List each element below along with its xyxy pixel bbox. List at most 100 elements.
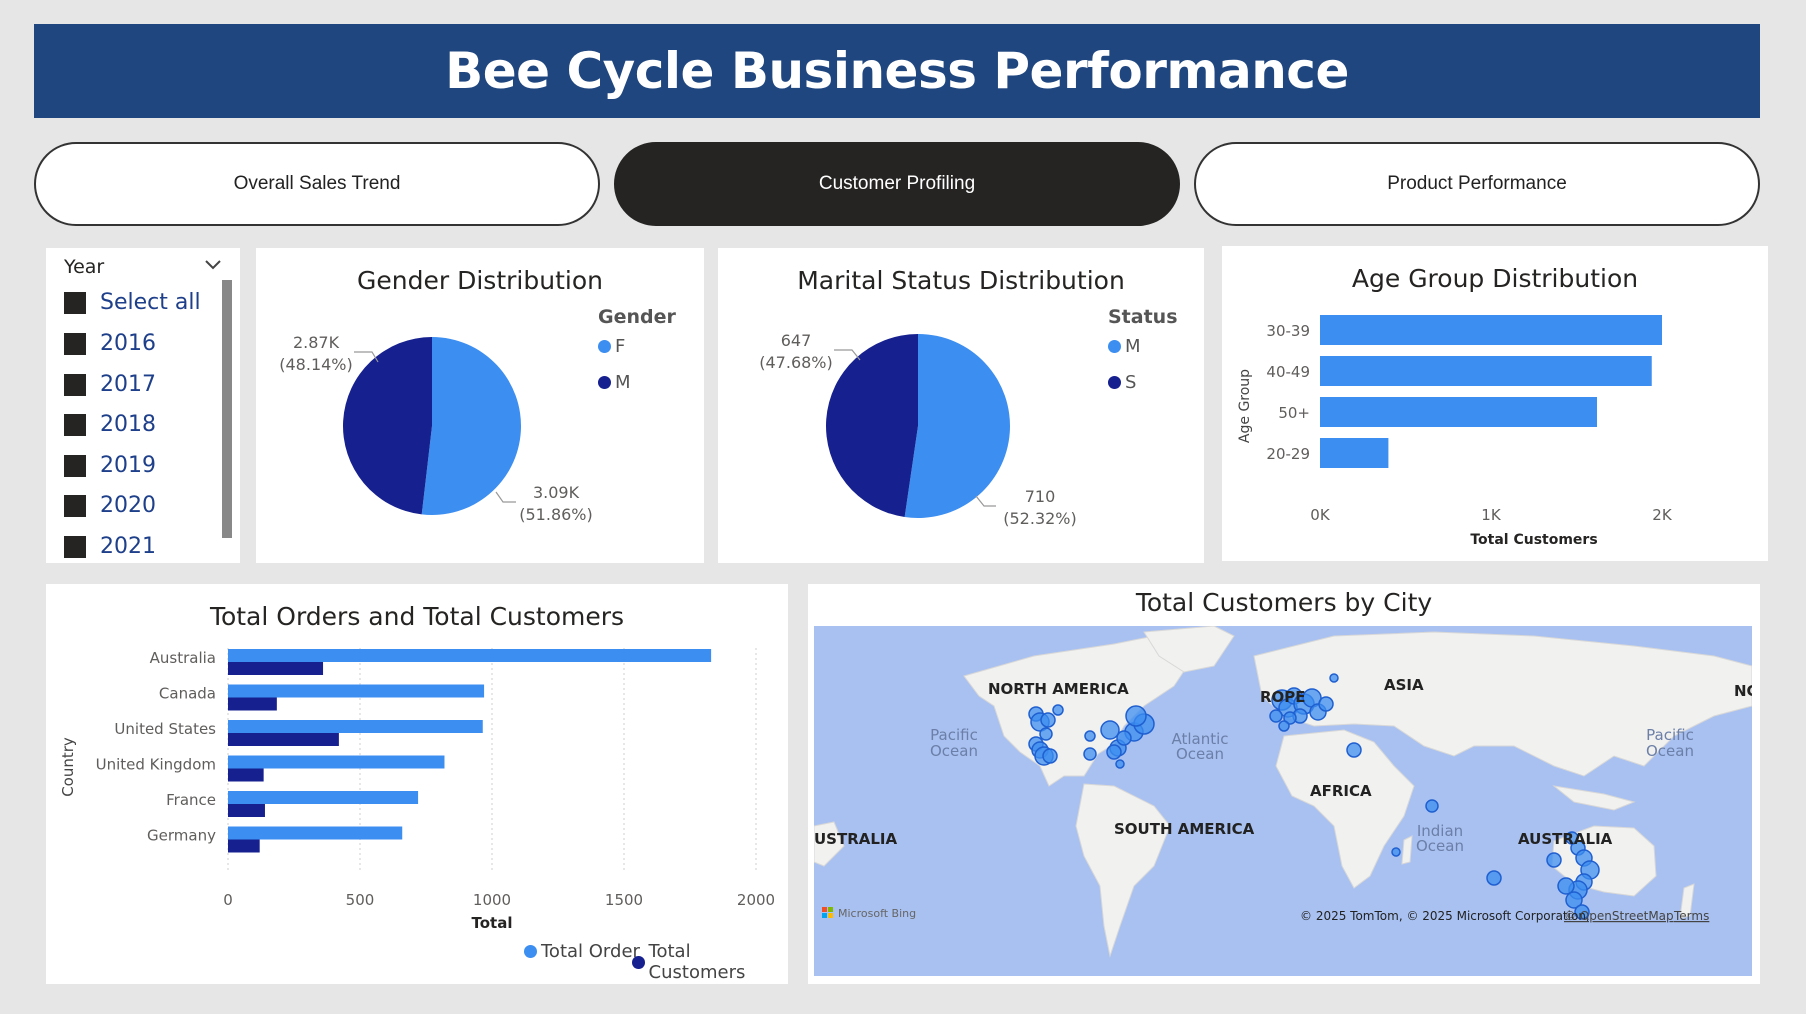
slicer-item-2018[interactable]: 2018 [64,412,156,437]
city-bubble[interactable] [1100,720,1120,740]
slicer-item-2019[interactable]: 2019 [64,453,156,478]
city-bubble[interactable] [1116,730,1132,746]
slicer-item-2016[interactable]: 2016 [64,331,156,356]
map-label-pacific-ocean-3: Pacific [1646,726,1694,744]
bar-total-customers-germany[interactable] [228,839,260,853]
legend-label: S [1125,372,1137,393]
legend-dot [632,955,645,969]
bar-total-customers-france[interactable] [228,804,265,817]
slicer-item-2017[interactable]: 2017 [64,372,156,397]
data-label-s: 647 (47.68%) [756,330,836,374]
legend-item-m[interactable]: M [598,372,631,393]
world-map[interactable]: NORTH AMERICA ROPE ASIA NC AFRICA SOUTH … [814,626,1752,976]
map-label-africa: AFRICA [1310,782,1372,800]
map-label-pacific-ocean-2: Ocean [930,742,978,760]
data-label-percent: (52.32%) [1003,509,1077,528]
pie-slice-m[interactable] [342,337,432,515]
age-group-card: Age Group Distribution Age Group Total C… [1222,246,1768,561]
checkbox[interactable] [64,454,86,477]
city-bubble[interactable] [1040,712,1056,728]
checkbox[interactable] [64,413,86,436]
nav-button-overall-sales-trend[interactable]: Overall Sales Trend [34,142,600,226]
city-bubble[interactable] [1115,759,1125,769]
bar-total-order-canada[interactable] [228,684,485,698]
nav-button-product-performance[interactable]: Product Performance [1194,142,1760,226]
map-label-nc: NC [1734,682,1752,700]
openstreetmap-link[interactable]: © OpenStreetMap [1564,909,1674,923]
nav-button-label: Customer Profiling [818,173,976,194]
slicer-item-select-all[interactable]: Select all [64,290,201,315]
new-zealand-land [1679,883,1695,919]
city-bubble[interactable] [1486,870,1502,886]
terms-link[interactable]: Terms [1673,909,1709,923]
age-bar-50+[interactable] [1320,397,1598,427]
map-canvas[interactable]: NORTH AMERICA ROPE ASIA NC AFRICA SOUTH … [814,626,1752,976]
x-tick-label: 0 [223,891,233,909]
slicer-item-2021[interactable]: 2021 [64,534,156,559]
legend-label: M [615,372,631,393]
nav-button-customer-profiling[interactable]: Customer Profiling [614,142,1180,226]
map-label-pacific-ocean-1: Pacific [930,726,978,744]
city-bubble[interactable] [1269,709,1283,723]
city-bubble[interactable] [1546,852,1562,868]
chevron-down-icon[interactable] [204,254,222,277]
legend-item-total-order[interactable]: Total Order [524,941,640,962]
city-bubble[interactable] [1565,891,1583,909]
bar-total-customers-australia[interactable] [228,662,324,675]
bar-total-order-united-kingdom[interactable] [228,755,445,769]
age-bar-20-29[interactable] [1320,438,1389,468]
bar-total-order-australia[interactable] [228,649,712,662]
city-bubble[interactable] [1083,747,1097,761]
legend-item-m[interactable]: M [1108,336,1141,357]
age-bar-chart: Age Group Total Customers 30-39 40-49 50+ 2… [1237,315,1673,548]
city-bubble[interactable] [1283,711,1297,725]
slicer-scrollbar[interactable] [222,280,232,538]
city-bubble[interactable] [1346,742,1362,758]
pie-slice-m[interactable] [904,334,1010,518]
checkbox[interactable] [64,291,86,314]
legend-item-f[interactable]: F [598,336,625,357]
bar-total-order-france[interactable] [228,791,419,804]
city-bubble[interactable] [1425,799,1439,813]
bar-total-order-germany[interactable] [228,826,403,840]
checkbox[interactable] [64,332,86,355]
legend-item-s[interactable]: S [1108,372,1136,393]
checkbox[interactable] [64,535,86,558]
city-bubble[interactable] [1278,720,1290,732]
australia-left-land [814,821,845,867]
slicer-item-2020[interactable]: 2020 [64,493,156,518]
y-tick-label: Germany [147,827,216,845]
city-bubble[interactable] [1391,847,1401,857]
chart-title: Age Group Distribution [1351,264,1639,293]
bar-total-customers-canada[interactable] [228,697,277,711]
city-bubble[interactable] [1084,730,1096,742]
pie-slice-s[interactable] [825,334,918,518]
city-bubble[interactable] [1106,744,1122,760]
city-bubble[interactable] [1565,831,1579,845]
madagascar-land [1401,835,1413,865]
city-bubble[interactable] [1052,704,1064,716]
city-bubble[interactable] [1042,748,1058,764]
city-bubble[interactable] [1125,705,1147,727]
city-bubble[interactable] [1039,727,1053,741]
bar-total-customers-united-states[interactable] [228,733,339,746]
age-bar-40-49[interactable] [1320,356,1652,386]
legend-item-total-customers[interactable]: Total Customers [632,941,788,983]
greenland-land [1143,626,1235,673]
x-tick-label: 2000 [737,891,775,909]
bar-total-order-united-states[interactable] [228,720,483,733]
city-bubble[interactable] [1557,877,1575,895]
bar-total-customers-united-kingdom[interactable] [228,768,264,782]
city-bubble[interactable] [1574,904,1590,920]
city-bubble[interactable] [1318,696,1334,712]
marital-status-card: Marital Status Distribution 647 (47.68%)… [718,248,1204,563]
checkbox[interactable] [64,494,86,517]
map-label-south-america: SOUTH AMERICA [1114,820,1255,838]
y-axis-title: Country [59,737,77,797]
pie-slice-f[interactable] [421,337,521,515]
checkbox[interactable] [64,373,86,396]
marital-pie-chart [825,334,1010,518]
city-bubble[interactable] [1329,673,1339,683]
age-bar-30-39[interactable] [1320,315,1662,345]
map-label-atlantic-ocean-1: Atlantic [1171,730,1228,748]
